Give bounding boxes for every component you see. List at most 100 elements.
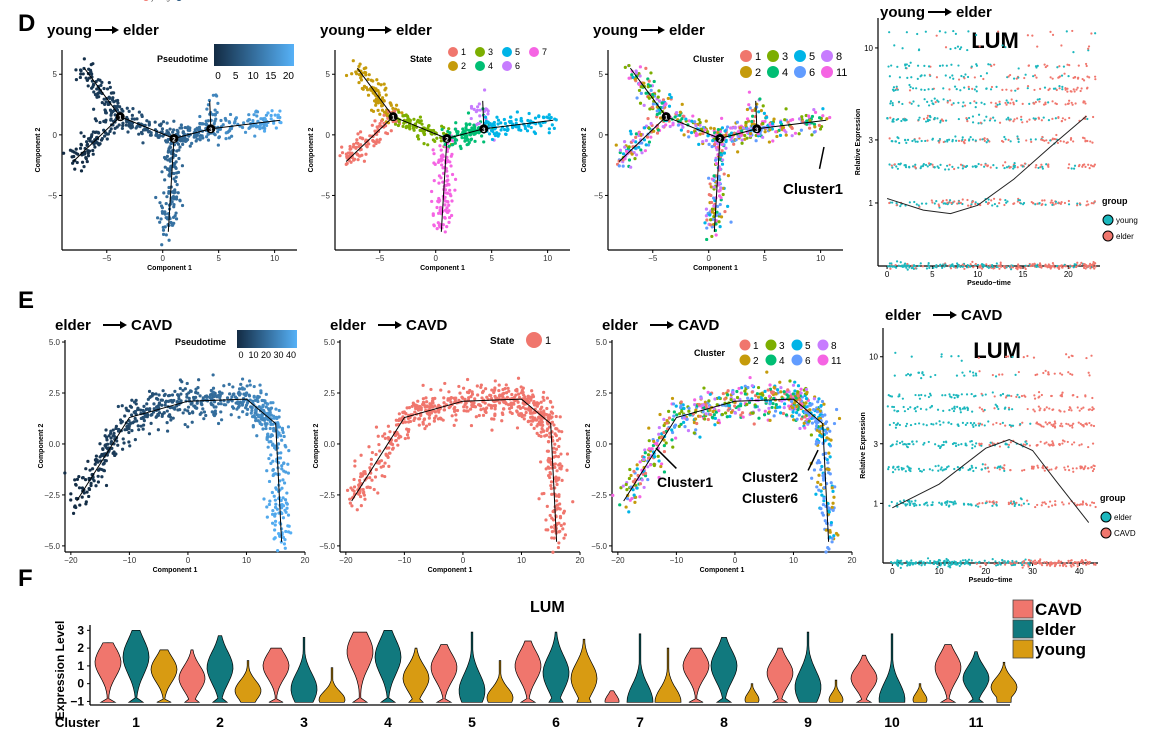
data-point <box>1040 203 1043 207</box>
branch-point-label: 3 <box>209 128 213 134</box>
data-point <box>935 422 938 425</box>
data-point <box>1066 90 1069 93</box>
data-point <box>262 399 266 403</box>
data-point <box>484 107 488 111</box>
data-point <box>102 86 106 91</box>
data-point <box>917 371 921 374</box>
branch-point <box>206 124 216 134</box>
data-point <box>168 127 172 131</box>
data-point <box>969 263 972 266</box>
data-point <box>1015 266 1019 269</box>
data-point <box>204 413 208 418</box>
data-point <box>993 202 996 206</box>
data-point <box>705 226 709 230</box>
data-point <box>420 122 424 126</box>
data-point <box>241 410 245 414</box>
data-point <box>1027 565 1030 568</box>
data-point <box>170 393 175 397</box>
data-point <box>1085 64 1088 68</box>
data-point <box>1033 262 1036 265</box>
data-point <box>730 126 734 130</box>
data-point <box>1001 164 1005 167</box>
data-point <box>550 123 554 127</box>
data-point <box>232 121 237 125</box>
data-point <box>763 119 767 124</box>
data-point <box>1002 140 1005 143</box>
data-point <box>912 502 915 505</box>
data-point <box>1071 354 1074 358</box>
data-point <box>103 108 107 112</box>
data-point <box>424 396 428 400</box>
data-point <box>898 441 902 445</box>
data-point <box>1057 559 1060 562</box>
data-point <box>152 402 156 406</box>
data-point <box>286 462 290 466</box>
data-point <box>539 400 543 404</box>
data-point <box>1015 395 1018 398</box>
data-point <box>1021 165 1024 168</box>
data-point <box>245 401 249 405</box>
data-point <box>430 189 434 194</box>
data-point <box>1049 139 1052 142</box>
data-point <box>360 153 364 157</box>
data-point <box>74 68 78 72</box>
data-point <box>647 96 651 100</box>
data-point <box>713 198 717 203</box>
data-point <box>818 127 823 131</box>
data-point <box>1061 501 1064 504</box>
data-point <box>971 371 975 374</box>
data-point <box>934 373 937 377</box>
data-point <box>992 197 996 200</box>
data-point <box>1026 87 1029 90</box>
data-point <box>1015 99 1018 102</box>
data-point <box>941 394 944 397</box>
data-point <box>480 134 484 138</box>
data-point <box>748 131 753 136</box>
data-point <box>903 410 907 413</box>
data-point <box>1029 422 1032 425</box>
data-point <box>913 200 916 204</box>
data-point <box>694 124 698 128</box>
data-point <box>1015 501 1018 504</box>
colorbar <box>214 44 294 66</box>
data-point <box>178 126 182 130</box>
data-point <box>278 109 282 113</box>
data-point <box>356 158 360 162</box>
data-point <box>661 98 666 102</box>
data-point <box>923 98 926 101</box>
data-point <box>84 467 88 471</box>
data-point <box>166 137 170 142</box>
data-point <box>888 201 891 205</box>
data-point <box>887 468 890 471</box>
data-point <box>1008 265 1011 268</box>
data-point <box>1050 394 1053 398</box>
data-point <box>952 409 956 413</box>
data-point <box>393 122 398 126</box>
data-point <box>1049 30 1052 33</box>
data-point <box>446 147 450 151</box>
data-point <box>273 512 277 516</box>
y-tick-label: 10 <box>864 44 873 53</box>
x-tick-label: −10 <box>398 556 412 565</box>
data-point <box>167 414 171 418</box>
data-point <box>281 430 285 435</box>
data-point <box>242 121 246 125</box>
data-point <box>477 102 481 106</box>
data-point <box>1094 32 1097 35</box>
legend-swatch <box>740 66 752 78</box>
data-point <box>981 463 984 466</box>
data-point <box>1034 505 1037 509</box>
data-point <box>1008 423 1011 427</box>
data-point <box>443 230 447 234</box>
data-point <box>923 88 926 92</box>
data-point <box>896 502 899 505</box>
data-point <box>529 422 533 427</box>
data-point <box>1058 202 1061 205</box>
data-point <box>1049 564 1052 567</box>
data-point <box>614 143 618 147</box>
data-point <box>443 203 447 207</box>
data-point <box>112 100 116 104</box>
data-point <box>978 266 981 269</box>
data-point <box>546 116 551 120</box>
data-point <box>964 165 968 168</box>
